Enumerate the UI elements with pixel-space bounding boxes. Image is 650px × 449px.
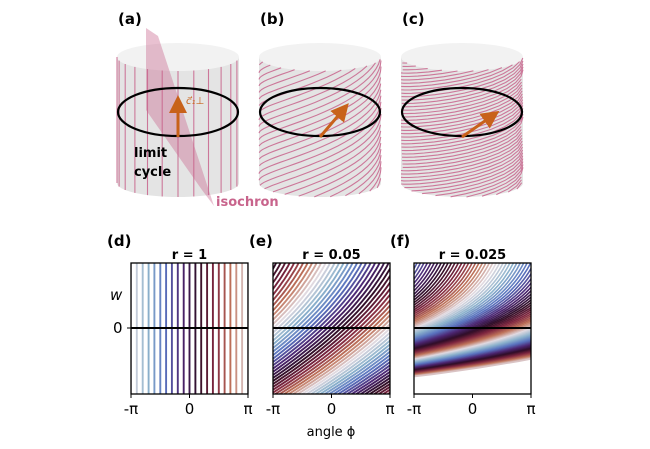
x-tick-label: -π — [407, 400, 421, 418]
isochron-label: isochron — [216, 195, 279, 210]
x-tick-label: 0 — [327, 400, 337, 418]
x-tick-label: π — [385, 400, 394, 418]
panel-label: (f) — [390, 232, 410, 250]
x-axis-label: angle ϕ — [307, 425, 356, 440]
cylinder-b: (b) — [259, 10, 381, 197]
panel-label: (d) — [107, 232, 131, 250]
x-tick-label: -π — [266, 400, 280, 418]
plot-title: r = 0.05 — [302, 248, 360, 263]
plot-title: r = 1 — [172, 248, 207, 263]
top-row: (a) (b) (c) c⃗₁⊥ limit cycle isochron — [117, 10, 523, 210]
cylinder-top — [401, 43, 523, 71]
panel-label: (e) — [249, 232, 273, 250]
panel-label: (c) — [402, 10, 425, 28]
x-tick-label: π — [526, 400, 535, 418]
x-tick-label: 0 — [185, 400, 195, 418]
x-tick-label: 0 — [468, 400, 478, 418]
panel-label: (b) — [260, 10, 284, 28]
x-tick-label: π — [243, 400, 252, 418]
y-tick-label: 0 — [113, 319, 123, 337]
vector-label: c⃗₁⊥ — [186, 96, 204, 107]
cylinder-c: (c) — [401, 10, 523, 197]
plot-title: r = 0.025 — [439, 248, 506, 263]
panel-label: (a) — [118, 10, 142, 28]
x-tick-label: -π — [124, 400, 138, 418]
bottom-row: (d) r = 1 -π 0 π (e) r = 0.05 -π 0 π (f) r = 0.025 -… — [0, 232, 650, 440]
cylinder-top — [259, 43, 381, 71]
limit-cycle-label: limit — [134, 146, 167, 161]
y-axis-label: w — [110, 286, 123, 304]
cylinder-top — [117, 43, 239, 71]
limit-cycle-label: cycle — [134, 165, 171, 180]
